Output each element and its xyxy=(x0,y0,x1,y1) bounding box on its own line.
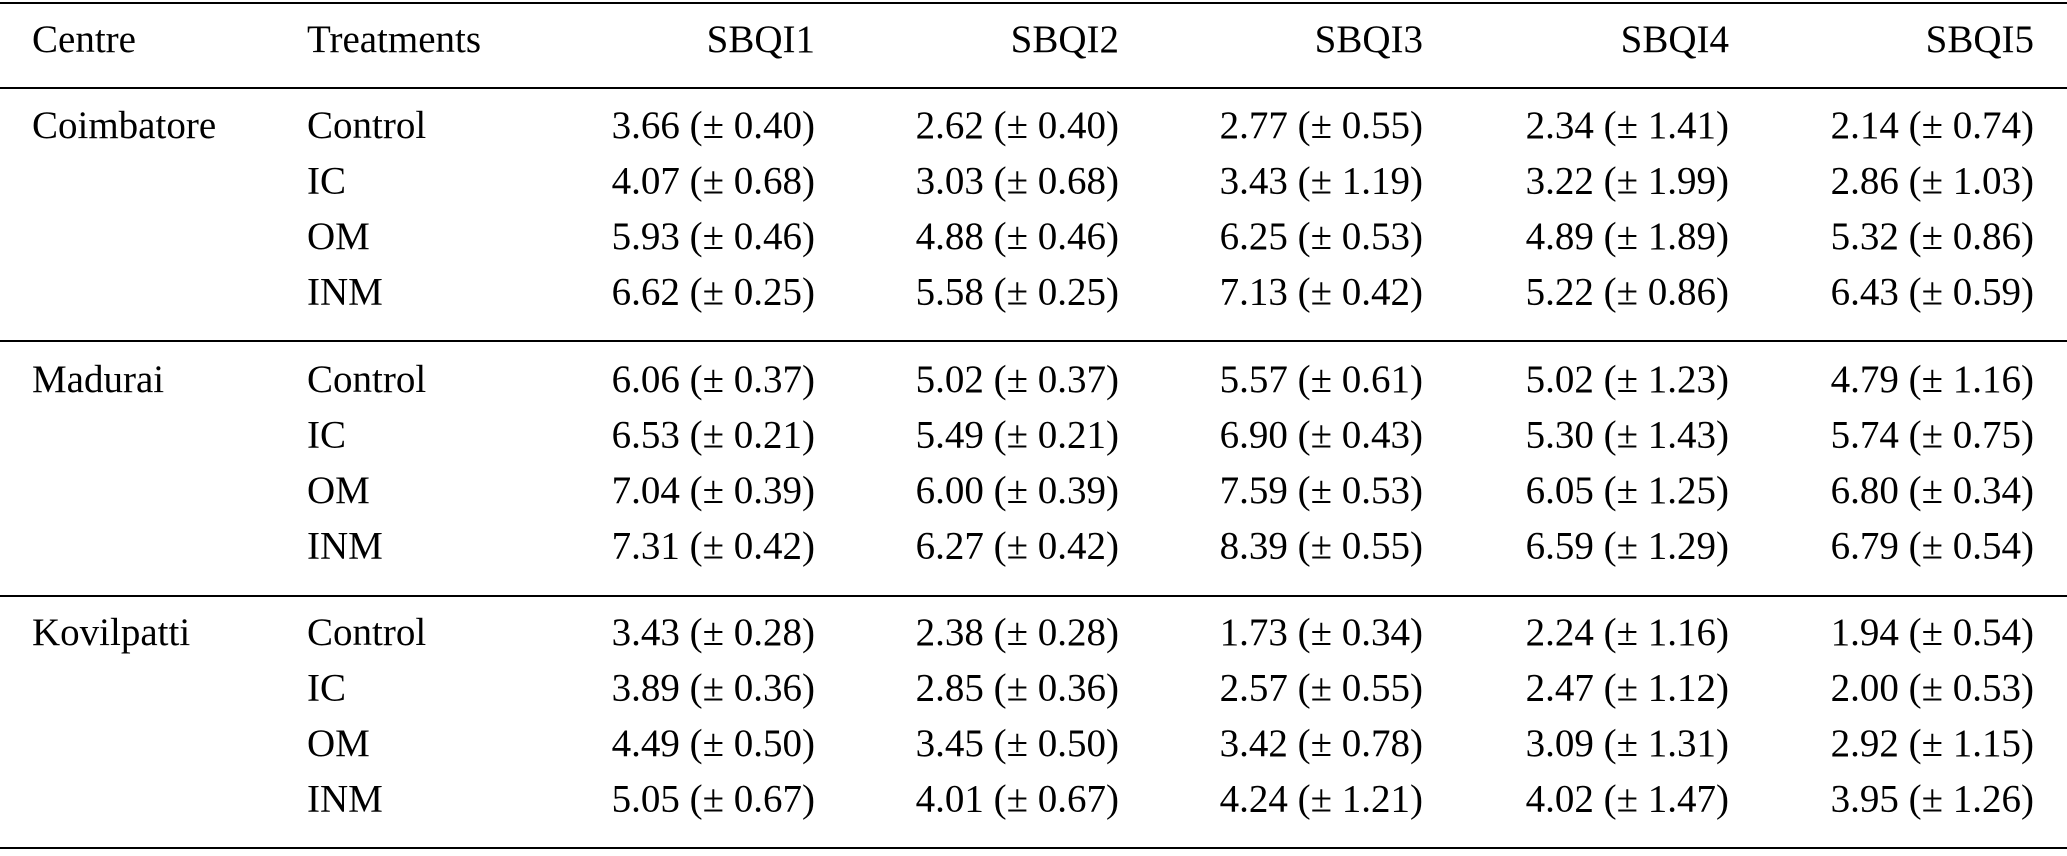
cell-value: 6.62 (± 0.25) xyxy=(612,270,815,313)
cell-value: 5.57 (± 0.61) xyxy=(1220,358,1423,401)
centre-name: Coimbatore xyxy=(32,104,216,147)
cell-value: 6.53 (± 0.21) xyxy=(612,413,815,456)
treatment-name: IC xyxy=(307,413,346,456)
treatment-name: OM xyxy=(307,722,370,765)
cell-value: 5.74 (± 0.75) xyxy=(1831,413,2034,456)
cell-value: 2.92 (± 1.15) xyxy=(1831,722,2034,765)
cell-value: 5.49 (± 0.21) xyxy=(916,413,1119,456)
cell-value: 5.93 (± 0.46) xyxy=(612,215,815,258)
cell-value: 6.27 (± 0.42) xyxy=(916,524,1119,567)
cell-value: 2.86 (± 1.03) xyxy=(1831,159,2034,202)
cell-value: 4.24 (± 1.21) xyxy=(1220,777,1423,820)
cell-value: 3.03 (± 0.68) xyxy=(916,159,1119,202)
treatment-name: OM xyxy=(307,215,370,258)
cell-value: 2.62 (± 0.40) xyxy=(916,104,1119,147)
cell-value: 2.85 (± 0.36) xyxy=(916,666,1119,709)
cell-value: 3.43 (± 0.28) xyxy=(612,611,815,654)
cell-value: 2.77 (± 0.55) xyxy=(1220,104,1423,147)
treatment-name: OM xyxy=(307,469,370,512)
cell-value: 4.89 (± 1.89) xyxy=(1526,215,1729,258)
treatment-name: IC xyxy=(307,159,346,202)
cell-value: 2.47 (± 1.12) xyxy=(1526,666,1729,709)
treatment-name: IC xyxy=(307,666,346,709)
cell-value: 6.79 (± 0.54) xyxy=(1831,524,2034,567)
column-header: SBQI3 xyxy=(1315,18,1423,61)
cell-value: 3.42 (± 0.78) xyxy=(1220,722,1423,765)
treatment-name: Control xyxy=(307,104,426,147)
cell-value: 6.05 (± 1.25) xyxy=(1526,469,1729,512)
treatment-name: INM xyxy=(307,777,383,820)
cell-value: 2.14 (± 0.74) xyxy=(1831,104,2034,147)
cell-value: 4.88 (± 0.46) xyxy=(916,215,1119,258)
cell-value: 4.49 (± 0.50) xyxy=(612,722,815,765)
cell-value: 5.32 (± 0.86) xyxy=(1831,215,2034,258)
cell-value: 7.59 (± 0.53) xyxy=(1220,469,1423,512)
cell-value: 6.90 (± 0.43) xyxy=(1220,413,1423,456)
cell-value: 6.25 (± 0.53) xyxy=(1220,215,1423,258)
cell-value: 8.39 (± 0.55) xyxy=(1220,524,1423,567)
cell-value: 6.59 (± 1.29) xyxy=(1526,524,1729,567)
cell-value: 5.02 (± 0.37) xyxy=(916,358,1119,401)
cell-value: 3.09 (± 1.31) xyxy=(1526,722,1729,765)
cell-value: 7.31 (± 0.42) xyxy=(612,524,815,567)
treatment-name: Control xyxy=(307,358,426,401)
cell-value: 5.58 (± 0.25) xyxy=(916,270,1119,313)
column-header: Centre xyxy=(32,18,136,61)
cell-value: 7.13 (± 0.42) xyxy=(1220,270,1423,313)
column-header: SBQI1 xyxy=(707,18,815,61)
cell-value: 3.89 (± 0.36) xyxy=(612,666,815,709)
cell-value: 6.00 (± 0.39) xyxy=(916,469,1119,512)
cell-value: 5.02 (± 1.23) xyxy=(1526,358,1729,401)
treatment-name: Control xyxy=(307,611,426,654)
cell-value: 7.04 (± 0.39) xyxy=(612,469,815,512)
cell-value: 4.02 (± 1.47) xyxy=(1526,777,1729,820)
cell-value: 5.30 (± 1.43) xyxy=(1526,413,1729,456)
cell-value: 5.05 (± 0.67) xyxy=(612,777,815,820)
column-header: SBQI5 xyxy=(1926,18,2034,61)
cell-value: 2.34 (± 1.41) xyxy=(1526,104,1729,147)
cell-value: 4.79 (± 1.16) xyxy=(1831,358,2034,401)
cell-value: 6.06 (± 0.37) xyxy=(612,358,815,401)
cell-value: 2.24 (± 1.16) xyxy=(1526,611,1729,654)
cell-value: 6.43 (± 0.59) xyxy=(1831,270,2034,313)
cell-value: 3.43 (± 1.19) xyxy=(1220,159,1423,202)
cell-value: 3.22 (± 1.99) xyxy=(1526,159,1729,202)
cell-value: 1.94 (± 0.54) xyxy=(1831,611,2034,654)
treatment-name: INM xyxy=(307,524,383,567)
centre-name: Madurai xyxy=(32,358,164,401)
treatment-name: INM xyxy=(307,270,383,313)
cell-value: 3.95 (± 1.26) xyxy=(1831,777,2034,820)
cell-value: 4.07 (± 0.68) xyxy=(612,159,815,202)
column-header: SBQI4 xyxy=(1621,18,1729,61)
cell-value: 3.66 (± 0.40) xyxy=(612,104,815,147)
cell-value: 2.57 (± 0.55) xyxy=(1220,666,1423,709)
cell-value: 4.01 (± 0.67) xyxy=(916,777,1119,820)
cell-value: 2.00 (± 0.53) xyxy=(1831,666,2034,709)
cell-value: 2.38 (± 0.28) xyxy=(916,611,1119,654)
column-header: SBQI2 xyxy=(1011,18,1119,61)
column-header: Treatments xyxy=(307,18,481,61)
cell-value: 6.80 (± 0.34) xyxy=(1831,469,2034,512)
cell-value: 5.22 (± 0.86) xyxy=(1526,270,1729,313)
cell-value: 3.45 (± 0.50) xyxy=(916,722,1119,765)
centre-name: Kovilpatti xyxy=(32,611,190,654)
cell-value: 1.73 (± 0.34) xyxy=(1220,611,1423,654)
